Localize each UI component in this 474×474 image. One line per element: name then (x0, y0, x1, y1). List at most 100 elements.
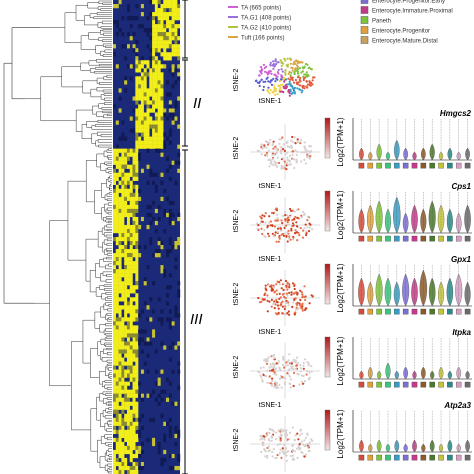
heatmap-cell (174, 8, 178, 13)
violin-group-swatch (376, 308, 382, 315)
heatmap-cell (157, 124, 161, 129)
tsne-feature-point (292, 444, 295, 447)
heatmap-cell (115, 333, 119, 338)
heatmap-cell (146, 212, 150, 218)
heatmap-cell (113, 152, 116, 157)
heatmap-cell (132, 313, 136, 318)
tsne-feature-point (285, 450, 289, 453)
heatmap-cell (152, 76, 156, 81)
heatmap-cell (126, 321, 130, 326)
heatmap-cell (113, 4, 116, 9)
heatmap-cell (124, 237, 128, 242)
heatmap-cell (143, 124, 147, 129)
tsne-cluster-point (284, 71, 287, 75)
tsne-feature-point (280, 301, 283, 305)
heatmap-cell (157, 377, 161, 382)
heatmap-cell (143, 80, 147, 85)
tsne-cluster-point (300, 91, 303, 94)
heatmap-cell (121, 465, 125, 471)
tsne-feature-point (300, 151, 303, 154)
heatmap-cell (115, 224, 119, 230)
heatmap-cell (132, 285, 136, 290)
heatmap-cell (126, 44, 130, 49)
heatmap-cell (126, 253, 130, 258)
tsne-feature-point (276, 231, 280, 234)
gene-panels: Hmgcs2tSNE-2tSNE-1Log2(TPM+1)Cps1tSNE-2t… (233, 109, 472, 472)
tsne-feature-point (286, 438, 289, 441)
heatmap-cell (113, 192, 116, 198)
tsne-feature-point (279, 430, 282, 433)
tsne-feature-point (267, 438, 270, 441)
tsne-feature-point (268, 141, 271, 144)
heatmap-cell (113, 365, 116, 370)
tsne-cluster-point (301, 84, 304, 88)
heatmap-cell (129, 353, 133, 358)
heatmap-cell (138, 140, 142, 145)
tsne-feature-point (304, 358, 307, 361)
tsne-feature-point (305, 151, 308, 154)
tsne-cluster-point (268, 71, 271, 74)
heatmap-cell (154, 40, 158, 45)
heatmap-cell (118, 341, 122, 346)
heatmap-cell (113, 289, 116, 294)
tsne-cluster-point (290, 66, 293, 69)
heatmap-cell (121, 321, 125, 326)
heatmap-cell (149, 241, 153, 246)
heatmap-cell (154, 0, 158, 5)
heatmap-cell (113, 220, 116, 226)
tsne-feature-point (288, 375, 291, 378)
heatmap-cell (124, 325, 128, 330)
heatmap-cell (124, 333, 128, 338)
heatmap-cell (124, 361, 128, 366)
heatmap-cell (163, 12, 167, 17)
tsne-feature-point (285, 164, 288, 167)
heatmap-cell (135, 249, 139, 254)
tsne-feature-point (293, 313, 296, 316)
heatmap-cell (143, 136, 147, 141)
heatmap-cell (135, 80, 139, 85)
heatmap-cell (140, 80, 144, 85)
tsne-feature-point (273, 300, 276, 303)
heatmap-cell (115, 4, 119, 9)
heatmap-cell (124, 241, 128, 246)
heatmap-cell (129, 237, 133, 242)
heatmap-cell (177, 124, 181, 129)
heatmap-cell (143, 116, 147, 121)
heatmap-cell (124, 437, 128, 443)
tsne-cluster-point (274, 93, 277, 96)
heatmap-cell (115, 449, 119, 455)
tsne-feature-point (309, 155, 312, 158)
heatmap-cell (149, 12, 153, 17)
tsne-feature-point (274, 162, 277, 165)
heatmap-cell (126, 397, 130, 402)
tsne-feature-point (284, 162, 287, 165)
heatmap-cell (124, 317, 128, 322)
heatmap-cell (132, 465, 136, 471)
tsne-feature-point (295, 208, 299, 211)
tsne-feature-point (272, 164, 275, 167)
tsne-feature-point (277, 429, 280, 432)
heatmap-cell (135, 329, 139, 334)
heatmap-cell (140, 128, 144, 133)
tsne-cluster-point (302, 77, 306, 80)
heatmap-cell (140, 96, 144, 101)
tsne-feature-point (306, 361, 309, 364)
heatmap-cell (115, 397, 119, 402)
tsne-cluster-point (301, 89, 304, 92)
heatmap-cell (135, 96, 139, 101)
heatmap-cell (124, 56, 128, 61)
heatmap-cell (171, 44, 175, 49)
heatmap-cell (124, 204, 128, 210)
heatmap-cell (138, 381, 142, 386)
heatmap-cell (118, 168, 122, 173)
heatmap-cell (135, 425, 139, 431)
heatmap-cell (129, 204, 133, 210)
heatmap-cell (121, 429, 125, 435)
heatmap-cell (177, 457, 181, 463)
tsne-cluster-point (273, 64, 276, 67)
heatmap-cell (160, 341, 164, 346)
tsne-feature-point (284, 296, 287, 300)
tsne-feature-point (286, 294, 289, 297)
heatmap-cell (126, 421, 130, 426)
heatmap-cell (138, 253, 142, 258)
